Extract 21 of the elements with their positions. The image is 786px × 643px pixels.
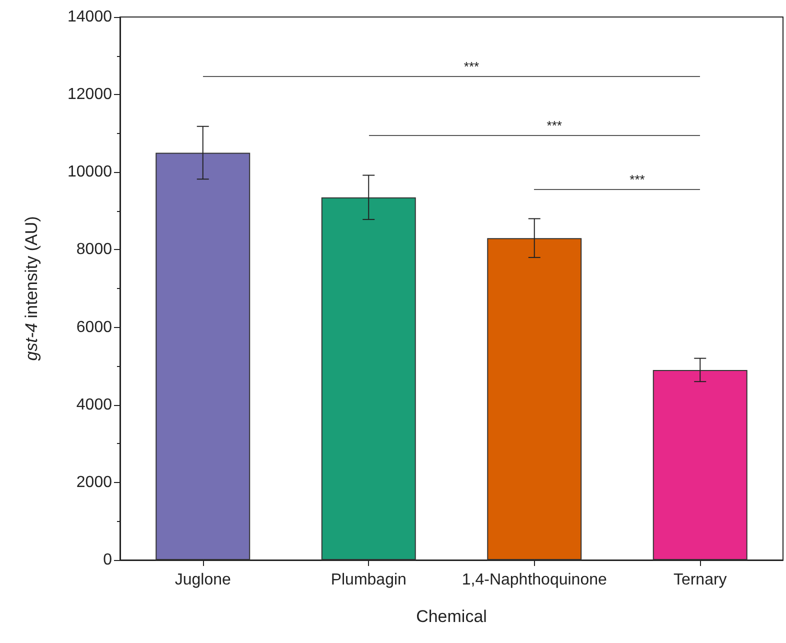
x-tick-label: Plumbagin bbox=[330, 572, 406, 588]
annotation: *** bbox=[546, 118, 562, 134]
y-axis-title: gst-4 intensity (AU) bbox=[22, 216, 41, 361]
y-tick-label: 4000 bbox=[76, 396, 112, 414]
bar bbox=[321, 197, 416, 560]
x-tick-label: Ternary bbox=[673, 572, 727, 588]
bar bbox=[652, 370, 748, 560]
bar bbox=[487, 238, 582, 560]
x-tick-label: Juglone bbox=[174, 572, 231, 588]
y-tick-label: 10000 bbox=[68, 164, 112, 181]
bar bbox=[156, 152, 250, 560]
x-tick-label: 1,4-Naphthoquinone bbox=[462, 572, 607, 588]
y-tick-label: 14000 bbox=[68, 8, 112, 26]
y-tick-label: 6000 bbox=[76, 318, 112, 336]
y-tick-label: 8000 bbox=[76, 241, 112, 258]
x-axis-title: Chemical bbox=[416, 607, 487, 626]
y-tick-label: 2000 bbox=[76, 474, 112, 491]
y-tick-label: 12000 bbox=[68, 86, 112, 104]
annotation: *** bbox=[464, 59, 480, 74]
y-tick-label: 0 bbox=[103, 552, 112, 568]
annotation: *** bbox=[630, 172, 645, 187]
